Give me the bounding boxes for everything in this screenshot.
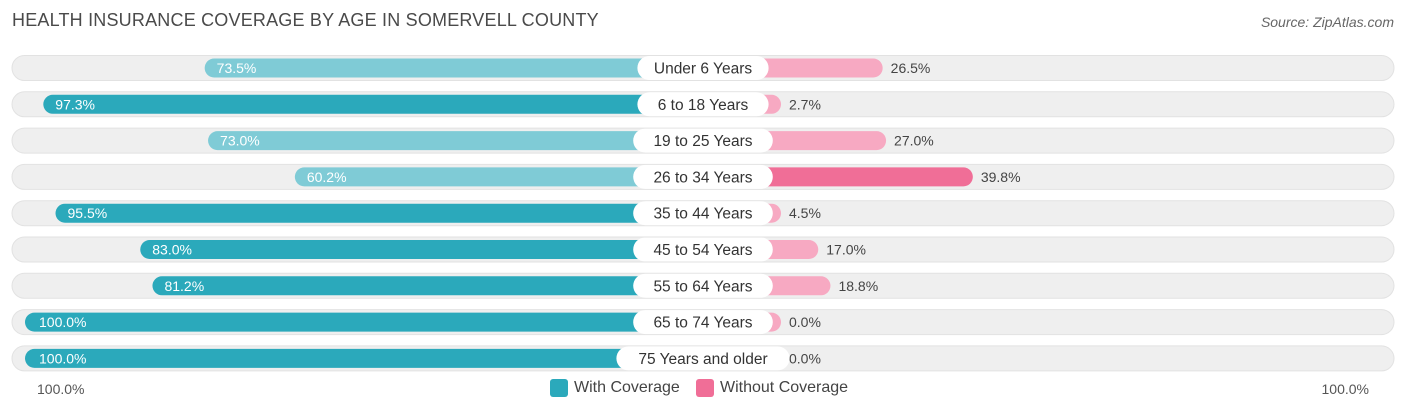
- category-label-6-to-18-years: 6 to 18 Years: [658, 97, 749, 114]
- chart-title: HEALTH INSURANCE COVERAGE BY AGE IN SOME…: [12, 10, 599, 30]
- label-without-coverage-26-to-34-years: 39.8%: [981, 169, 1021, 185]
- label-without-coverage-55-to-64-years: 18.8%: [838, 278, 878, 294]
- legend-item-with-coverage[interactable]: With Coverage: [550, 379, 680, 397]
- category-label-75-years-and-older: 75 Years and older: [638, 351, 767, 368]
- label-without-coverage-under-6-years: 26.5%: [891, 60, 931, 76]
- bar-with-coverage-under-6-years: [204, 58, 704, 78]
- category-label-under-6-years: Under 6 Years: [654, 61, 752, 78]
- bar-with-coverage-65-to-74-years: [25, 312, 703, 332]
- bar-with-coverage-35-to-44-years: [55, 203, 703, 223]
- category-pill-45-to-54-years: [633, 237, 773, 262]
- label-without-coverage-6-to-18-years: 2.7%: [789, 96, 821, 112]
- category-label-55-to-64-years: 55 to 64 Years: [653, 278, 752, 295]
- category-pill-65-to-74-years: [633, 310, 773, 335]
- category-pill-19-to-25-years: [633, 128, 773, 153]
- label-without-coverage-45-to-54-years: 17.0%: [826, 242, 866, 258]
- legend-swatch-without-coverage: [696, 379, 714, 397]
- category-pill-under-6-years: [637, 56, 769, 80]
- legend-label-with-coverage: With Coverage: [574, 379, 680, 396]
- legend-label-without-coverage: Without Coverage: [720, 379, 849, 396]
- category-label-19-to-25-years: 19 to 25 Years: [653, 133, 752, 150]
- label-with-coverage-under-6-years: 73.5%: [217, 60, 257, 76]
- bar-with-coverage-6-to-18-years: [43, 94, 703, 114]
- category-pill-35-to-44-years: [633, 201, 773, 226]
- label-with-coverage-45-to-54-years: 83.0%: [152, 242, 192, 258]
- label-without-coverage-35-to-44-years: 4.5%: [789, 205, 821, 221]
- label-with-coverage-65-to-74-years: 100.0%: [39, 314, 86, 330]
- axis-right-label: 100.0%: [1321, 381, 1369, 397]
- bar-with-coverage-26-to-34-years: [294, 167, 703, 187]
- label-without-coverage-19-to-25-years: 27.0%: [894, 133, 934, 149]
- label-without-coverage-75-years-and-older: 0.0%: [789, 350, 821, 366]
- label-with-coverage-35-to-44-years: 95.5%: [68, 205, 108, 221]
- label-with-coverage-19-to-25-years: 73.0%: [220, 133, 260, 149]
- source-label: Source: ZipAtlas.com: [1260, 14, 1394, 30]
- bar-with-coverage-75-years-and-older: [25, 348, 703, 368]
- category-pill-6-to-18-years: [637, 92, 769, 117]
- category-pill-26-to-34-years: [633, 164, 773, 189]
- label-with-coverage-75-years-and-older: 100.0%: [39, 350, 86, 366]
- legend-swatch-with-coverage: [550, 379, 568, 397]
- label-with-coverage-26-to-34-years: 60.2%: [307, 169, 347, 185]
- category-pill-55-to-64-years: [633, 273, 773, 298]
- label-with-coverage-6-to-18-years: 97.3%: [55, 96, 95, 112]
- bar-with-coverage-55-to-64-years: [152, 276, 704, 296]
- axis-left-label: 100.0%: [37, 381, 85, 397]
- bar-with-coverage-45-to-54-years: [140, 240, 703, 259]
- label-with-coverage-55-to-64-years: 81.2%: [164, 278, 204, 294]
- category-label-35-to-44-years: 35 to 44 Years: [653, 206, 752, 223]
- legend: With Coverage Without Coverage: [0, 379, 1406, 401]
- category-label-65-to-74-years: 65 to 74 Years: [653, 315, 752, 332]
- legend-item-without-coverage[interactable]: Without Coverage: [696, 379, 848, 397]
- label-without-coverage-65-to-74-years: 0.0%: [789, 314, 821, 330]
- category-label-45-to-54-years: 45 to 54 Years: [653, 242, 752, 259]
- bar-with-coverage-19-to-25-years: [208, 131, 703, 151]
- category-label-26-to-34-years: 26 to 34 Years: [653, 169, 752, 186]
- category-pill-75-years-and-older: [616, 346, 790, 371]
